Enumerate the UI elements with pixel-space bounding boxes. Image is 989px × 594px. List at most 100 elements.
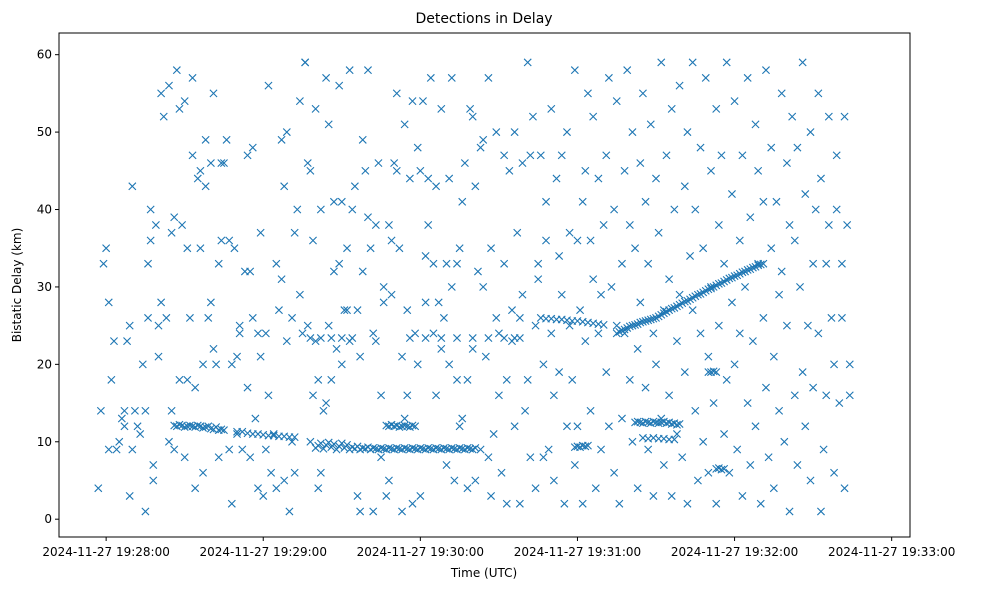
data-point [463,484,472,493]
data-point [816,174,825,183]
data-point [581,442,590,451]
data-point [329,267,338,276]
data-point [447,443,456,452]
data-point [489,430,498,439]
data-point [599,320,608,329]
data-point [479,282,488,291]
data-point [217,159,226,168]
data-point [539,453,548,462]
data-point [502,499,511,508]
data-point [476,143,485,152]
chart-title: Detections in Delay [415,11,552,27]
data-point [227,360,236,369]
data-point [439,313,448,322]
data-point [398,507,407,516]
data-point [458,414,467,423]
data-point [377,453,386,462]
data-point [432,443,441,452]
data-point [840,484,849,493]
data-point [741,282,750,291]
x-tick-label: 2024-11-27 19:32:00 [671,545,798,559]
data-point [570,66,579,75]
data-point [617,326,626,335]
data-point [597,290,606,299]
data-point [125,321,134,330]
data-point [769,352,778,361]
data-point [832,205,841,214]
data-point [534,259,543,268]
data-point [335,259,344,268]
data-point [319,444,328,453]
data-point [631,320,640,329]
data-point [845,391,854,400]
data-point [413,143,422,152]
data-point [641,197,650,206]
data-point [688,306,697,315]
data-point [840,112,849,121]
data-point [157,298,166,307]
data-point [688,58,697,67]
data-point [761,66,770,75]
data-point [638,89,647,98]
data-point [730,97,739,106]
data-point [565,228,574,237]
data-point [353,306,362,315]
data-point [316,334,325,343]
y-tick-label: 60 [37,48,52,62]
data-point [578,499,587,508]
data-point [311,337,320,346]
data-point [806,128,815,137]
data-point [557,151,566,160]
data-point [458,197,467,206]
data-point [366,244,375,253]
data-point [565,321,574,330]
data-point [316,468,325,477]
data-point [261,445,270,454]
data-point [128,445,137,454]
data-point [337,360,346,369]
data-point [510,128,519,137]
data-point [730,360,739,369]
data-point [288,313,297,322]
data-point [219,426,228,435]
data-point [583,89,592,98]
data-point [748,263,757,272]
data-point [712,104,721,113]
data-point [759,259,768,268]
data-point [476,445,485,454]
data-point [377,443,386,452]
data-point [814,89,823,98]
data-point [822,259,831,268]
data-point [340,306,349,315]
data-point [662,151,671,160]
data-point [277,135,286,144]
data-point [421,251,430,260]
data-point [699,244,708,253]
data-point [104,445,113,454]
data-point [738,491,747,500]
data-point [416,443,425,452]
data-point [704,468,713,477]
data-point [238,427,247,436]
data-point [120,422,129,431]
data-point [395,244,404,253]
data-point [510,422,519,431]
data-point [162,313,171,322]
data-point [408,443,417,452]
data-point [377,391,386,400]
data-markers [94,58,854,516]
data-point [191,383,200,392]
data-point [356,352,365,361]
data-point [536,151,545,160]
data-point [610,468,619,477]
data-point [722,58,731,67]
data-point [311,104,320,113]
data-point [615,499,624,508]
data-point [191,484,200,493]
data-point [827,313,836,322]
data-point [667,491,676,500]
data-point [154,321,163,330]
data-point [542,236,551,245]
data-point [586,236,595,245]
